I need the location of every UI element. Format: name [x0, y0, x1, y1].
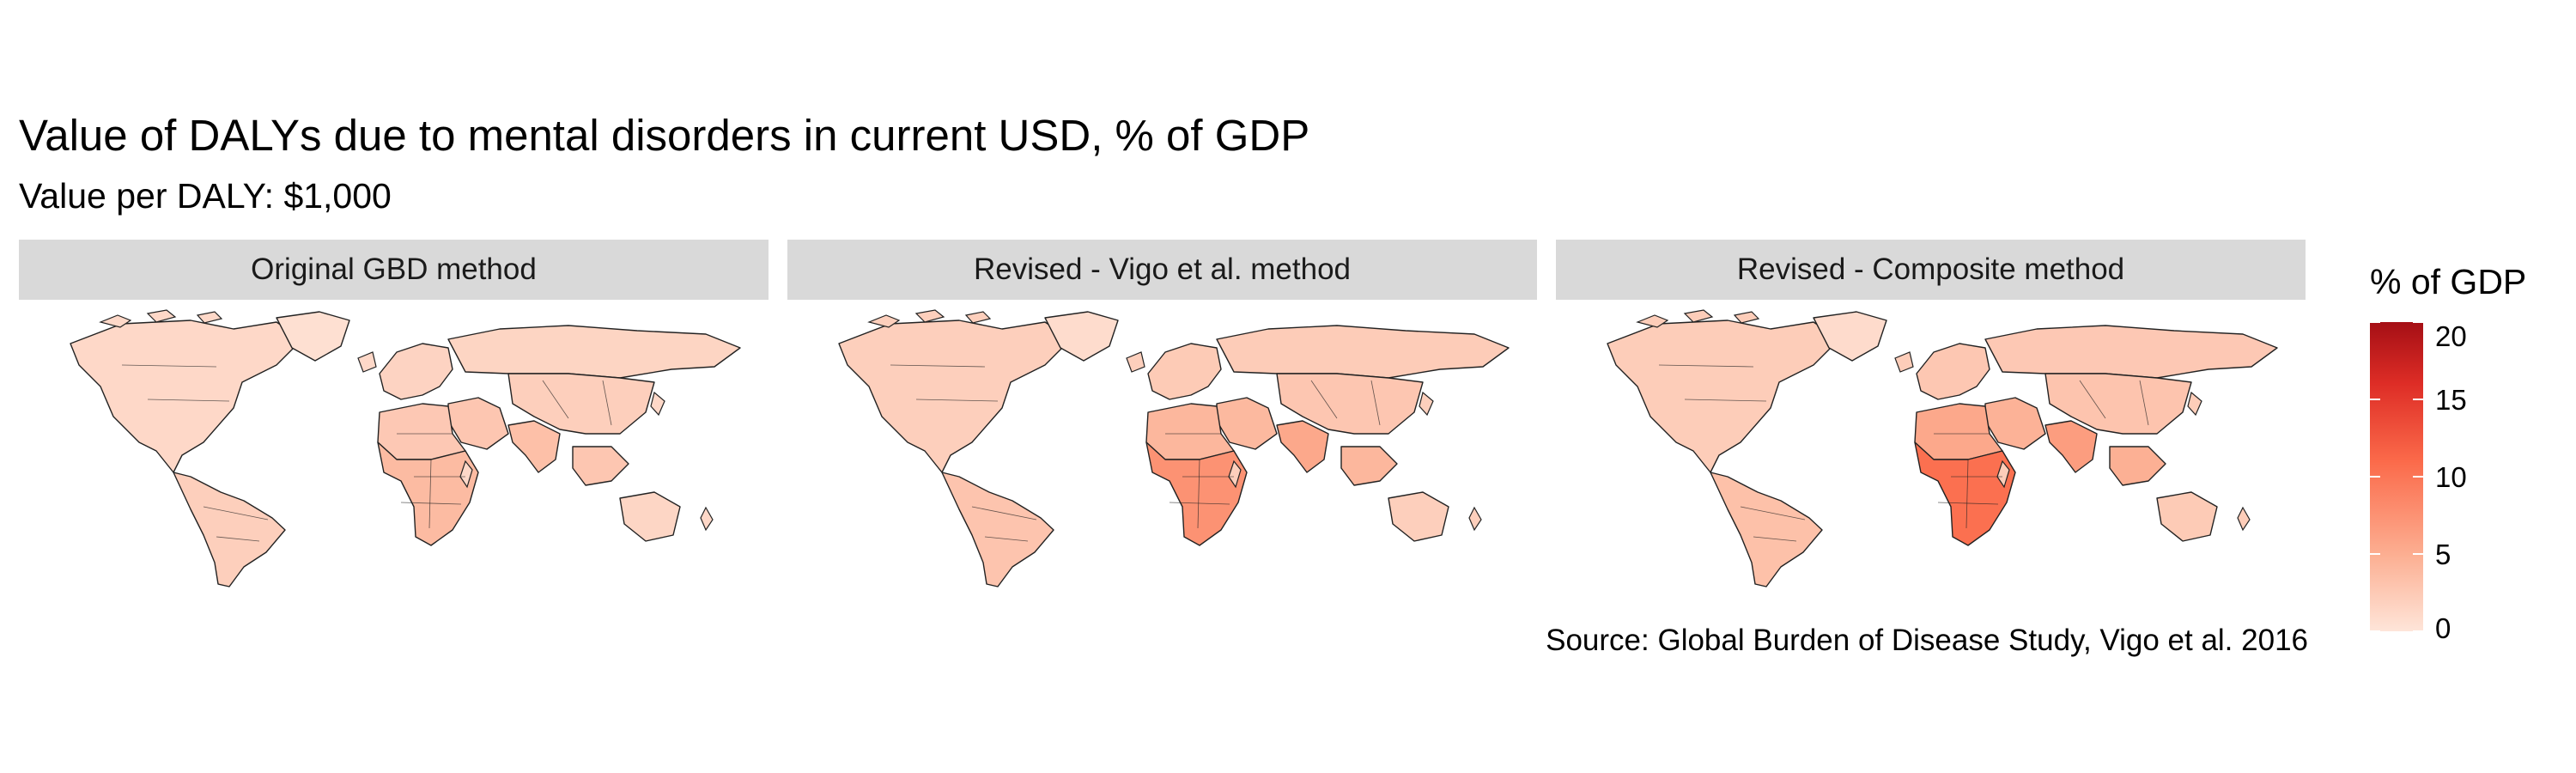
island-4: [1894, 351, 1914, 373]
region-asia-se: [1340, 446, 1398, 486]
island-3: [1733, 311, 1760, 324]
country-border-5: [1169, 502, 1230, 505]
region-greenland: [1813, 311, 1887, 362]
color-scale-legend: 0 5 10 15 20: [2370, 322, 2467, 640]
region-asia-s: [1276, 420, 1329, 473]
region-asia-se: [572, 446, 629, 486]
region-asia-s: [507, 420, 561, 473]
country-border-7: [542, 380, 569, 419]
region-asia-e: [1276, 373, 1424, 435]
island-7: [650, 391, 665, 417]
country-border-10: [216, 536, 260, 542]
world-map-original: [70, 309, 741, 587]
country-border-1: [121, 364, 217, 368]
island-2: [1683, 309, 1714, 323]
facet-strip-original: Original GBD method: [19, 240, 769, 300]
country-border-8: [602, 380, 612, 426]
world-map-vigo: [838, 309, 1510, 587]
region-greenland: [276, 311, 350, 362]
region-la: [173, 472, 286, 587]
country-border-9: [971, 506, 1037, 520]
country-border-5: [1937, 502, 1999, 505]
island-5: [459, 460, 473, 489]
country-border-8: [1370, 380, 1381, 426]
country-border-2: [147, 399, 230, 402]
island-1: [867, 314, 901, 328]
island-7: [1419, 391, 1434, 417]
world-map-composite: [1607, 309, 2278, 587]
region-oceania: [2156, 491, 2218, 542]
facet-strip-composite: Revised - Composite method: [1556, 240, 2306, 300]
region-na: [838, 320, 1072, 473]
island-1: [1636, 314, 1669, 328]
country-border-6: [428, 459, 432, 529]
country-border-9: [1740, 506, 1806, 520]
island-5: [1996, 460, 2010, 489]
country-border-8: [2139, 380, 2149, 426]
region-la: [1710, 472, 1823, 587]
country-border-7: [1310, 380, 1338, 419]
source-caption: Source: Global Burden of Disease Study, …: [1546, 624, 2308, 657]
legend-tick-label: 5: [2435, 539, 2451, 570]
region-asia-s: [2044, 420, 2098, 473]
region-na: [1607, 320, 1840, 473]
map-panel-vigo: Revised - Vigo et al. method: [787, 240, 1537, 592]
region-oceania: [1388, 491, 1449, 542]
region-oceania: [619, 491, 681, 542]
region-ru: [447, 325, 741, 379]
country-border-6: [1965, 459, 1969, 529]
region-asia-e: [507, 373, 655, 435]
island-7: [2187, 391, 2202, 417]
legend-tick-label: 10: [2435, 461, 2467, 493]
region-na: [70, 320, 303, 473]
facet-strip-vigo: Revised - Vigo et al. method: [787, 240, 1537, 300]
region-la: [941, 472, 1054, 587]
island-4: [357, 351, 377, 373]
legend-tick-label: 15: [2435, 384, 2467, 416]
map-panel-composite: Revised - Composite method: [1556, 240, 2306, 592]
legend-tick-label: 0: [2435, 612, 2451, 640]
legend-title: % of GDP: [2370, 262, 2527, 301]
island-6: [1468, 506, 1482, 532]
island-5: [1228, 460, 1242, 489]
island-2: [914, 309, 945, 323]
country-border-10: [1753, 536, 1797, 542]
region-eu: [1147, 343, 1222, 400]
region-eu: [1916, 343, 1990, 400]
chart-subtitle: Value per DALY: $1,000: [19, 176, 392, 216]
island-2: [146, 309, 177, 323]
island-1: [99, 314, 132, 328]
map-panel-original: Original GBD method: [19, 240, 769, 592]
island-6: [2237, 506, 2251, 532]
region-ru: [1984, 325, 2278, 379]
region-eu: [379, 343, 453, 400]
region-asia-e: [2044, 373, 2192, 435]
country-border-9: [203, 506, 269, 520]
island-3: [196, 311, 223, 324]
island-3: [964, 311, 992, 324]
country-border-2: [1684, 399, 1767, 402]
country-border-1: [890, 364, 986, 368]
region-asia-se: [2109, 446, 2166, 486]
region-greenland: [1044, 311, 1119, 362]
country-border-10: [984, 536, 1029, 542]
country-border-1: [1658, 364, 1754, 368]
region-ru: [1216, 325, 1510, 379]
country-border-5: [400, 502, 462, 505]
country-border-6: [1197, 459, 1200, 529]
chart-title: Value of DALYs due to mental disorders i…: [19, 111, 1310, 160]
island-4: [1126, 351, 1145, 373]
country-border-2: [915, 399, 999, 402]
country-border-7: [2079, 380, 2106, 419]
island-6: [700, 506, 714, 532]
legend-tick-label: 20: [2435, 322, 2467, 352]
